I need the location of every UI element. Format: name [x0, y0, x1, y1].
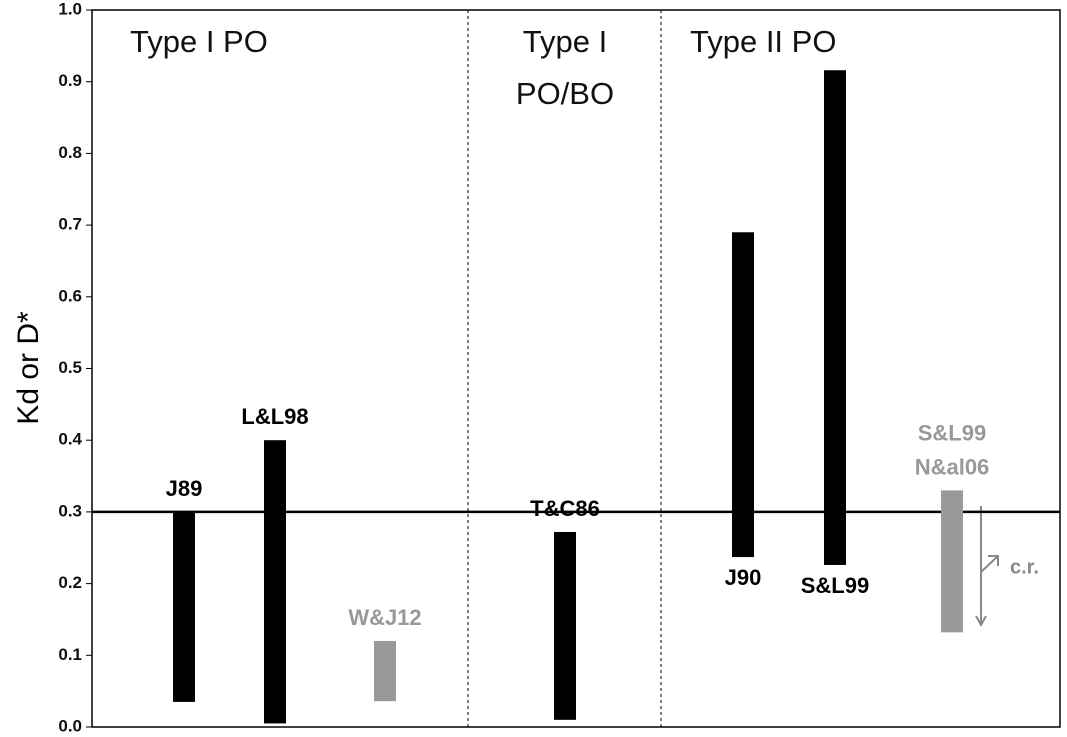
- bar-label-line: J90: [725, 565, 762, 590]
- bar: [732, 232, 754, 558]
- y-tick-label: 0.3: [58, 501, 82, 520]
- y-tick-label: 0.7: [58, 215, 82, 234]
- y-tick-label: 0.0: [58, 716, 82, 735]
- bar-label: J89: [166, 476, 203, 501]
- y-tick-label: 0.6: [58, 286, 82, 305]
- y-tick-label: 0.2: [58, 573, 82, 592]
- annotation: c.r.: [1010, 556, 1039, 578]
- bar-label: T&C86: [530, 496, 600, 521]
- bar-label-line: J89: [166, 476, 203, 501]
- bar-label-line: L&L98: [241, 404, 308, 429]
- y-tick-label: 1.0: [58, 0, 82, 18]
- bar-label-line: T&C86: [530, 496, 600, 521]
- section-title-line: Type I: [523, 24, 607, 59]
- section-title-line: PO/BO: [516, 76, 614, 111]
- section-title: Type II PO: [690, 24, 836, 59]
- bar-label: S&L99: [801, 573, 869, 598]
- bar: [264, 440, 286, 724]
- bar: [554, 531, 576, 720]
- bar-label-line: N&al06: [915, 454, 990, 479]
- bar-label: W&J12: [348, 605, 421, 630]
- cr-arrow: [975, 506, 999, 628]
- section-title: Type I PO/BO: [516, 24, 614, 111]
- y-tick-label: 0.4: [58, 430, 82, 449]
- section-title-line: Type I PO: [130, 24, 268, 59]
- bar-label: S&L99 N&al06: [915, 420, 990, 479]
- y-tick-label: 0.8: [58, 143, 82, 162]
- bar: [374, 640, 396, 702]
- y-axis-label: Kd or D*: [12, 311, 45, 425]
- bar: [173, 511, 195, 702]
- bar-label: L&L98: [241, 404, 308, 429]
- bar-label-line: W&J12: [348, 605, 421, 630]
- y-tick-label: 0.1: [58, 645, 82, 664]
- bar-label-line: S&L99: [918, 420, 986, 445]
- bar: [941, 490, 963, 633]
- section-title-line: Type II PO: [690, 24, 836, 59]
- bar-label-line: S&L99: [801, 573, 869, 598]
- y-tick-label: 0.5: [58, 358, 82, 377]
- section-title: Type I PO: [130, 24, 268, 59]
- bar-label: J90: [725, 565, 762, 590]
- bar: [824, 70, 846, 565]
- y-tick-label: 0.9: [58, 71, 82, 90]
